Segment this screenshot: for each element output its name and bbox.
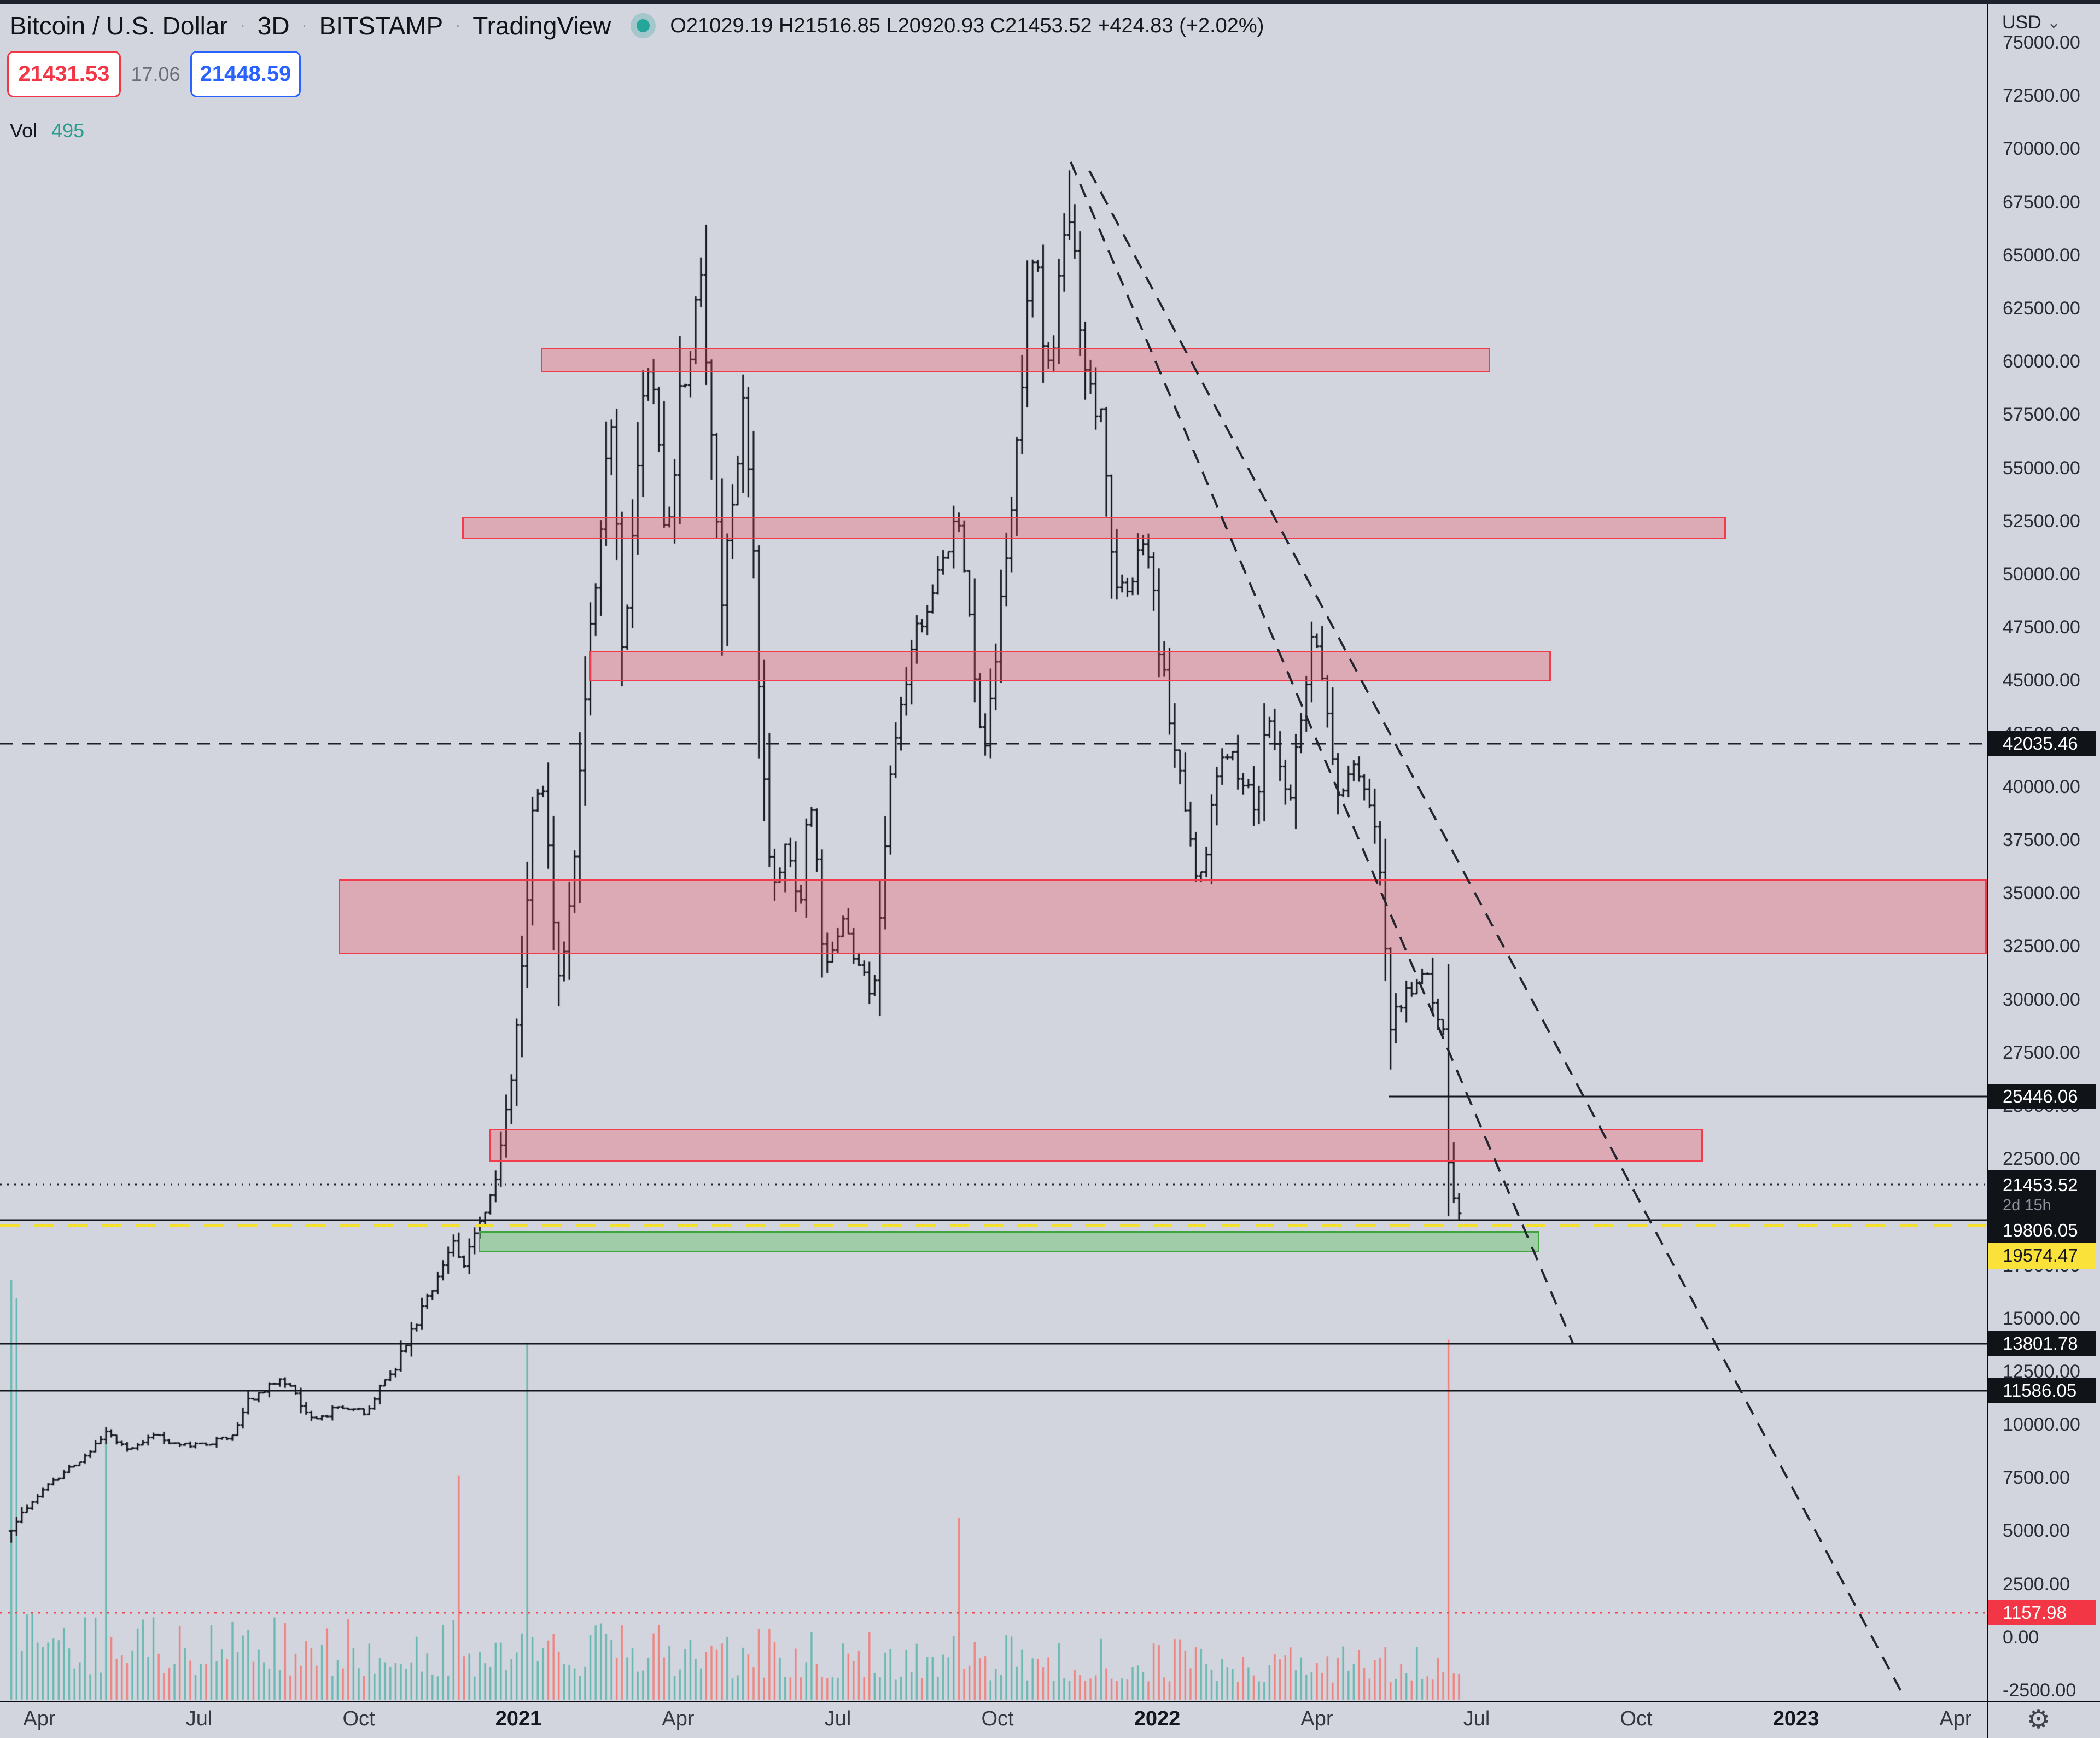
time-axis-panel[interactable]: Apr Jul Oct 2021 Apr Jul Oct 2022 Apr Jul Oct 2023 A…: [0, 1702, 2100, 1738]
bar-countdown-timer: 2d 15h: [2003, 1197, 2051, 1214]
buy-button[interactable]: 21448.59: [190, 51, 301, 97]
price-tick-label: 2500.00: [2003, 1573, 2070, 1595]
time-tick-year-label: 2023: [1772, 1707, 1819, 1730]
price-label-11586-text: 11586.05: [2003, 1380, 2077, 1401]
time-tick-month-label: Apr: [1939, 1707, 1972, 1730]
price-label-25446-text: 25446.06: [2003, 1086, 2078, 1106]
supply-zone-34000[interactable]: [339, 879, 1987, 954]
price-label-19574: 19574.47: [1988, 1243, 2096, 1269]
time-tick-month-label: Apr: [23, 1707, 56, 1730]
time-tick-month-label: Apr: [662, 1707, 695, 1730]
symbol-name[interactable]: Bitcoin / U.S. Dollar: [10, 11, 228, 40]
price-tick-label: 52500.00: [2003, 510, 2080, 532]
price-tick-label: 15000.00: [2003, 1308, 2080, 1329]
price-tick-label: 35000.00: [2003, 883, 2080, 904]
price-tick-label: 32500.00: [2003, 936, 2080, 957]
market-status-dot-core: [637, 19, 650, 32]
price-axis-separator: [1987, 4, 1988, 1738]
volume-value: 495: [51, 119, 85, 142]
supply-zone-60000[interactable]: [541, 348, 1490, 372]
interval-label[interactable]: 3D: [257, 11, 290, 40]
price-tick-label: 70000.00: [2003, 138, 2080, 160]
order-buttons-row: 21431.53 17.06 21448.59: [7, 51, 301, 97]
volume-label[interactable]: Vol: [10, 119, 38, 142]
price-tick-label: 7500.00: [2003, 1467, 2070, 1489]
price-tick-label: 22500.00: [2003, 1148, 2080, 1170]
price-axis-panel[interactable]: 75000.00 72500.00 70000.00 67500.00 65000.00…: [1988, 4, 2100, 1701]
supply-zone-23000[interactable]: [489, 1129, 1703, 1162]
price-tick-label: 37500.00: [2003, 829, 2080, 850]
price-label-19806-text: 19806.05: [2003, 1220, 2078, 1240]
price-tick-label: 30000.00: [2003, 989, 2080, 1010]
price-tick-label: -2500.00: [2003, 1680, 2076, 1701]
chart-legend: Bitcoin / U.S. Dollar · 3D · BITSTAMP · …: [10, 11, 1264, 40]
ohlc-values: O21029.19 H21516.85 L20920.93 C21453.52 …: [670, 14, 1264, 37]
current-price-label: 21453.52 2d 15h: [1988, 1170, 2096, 1218]
price-tick-label: 27500.00: [2003, 1042, 2080, 1063]
demand-zone-18600[interactable]: [479, 1231, 1539, 1252]
price-tick-label: 60000.00: [2003, 351, 2080, 372]
price-label-13801-text: 13801.78: [2003, 1333, 2078, 1354]
price-chart-canvas[interactable]: [0, 4, 1987, 1701]
currency-label: USD: [2002, 12, 2041, 33]
time-tick-month-label: Oct: [981, 1707, 1014, 1730]
price-tick-label: 75000.00: [2003, 32, 2080, 53]
tradingview-brand-label[interactable]: TradingView: [472, 11, 611, 40]
time-tick-year-label: 2022: [1134, 1707, 1181, 1730]
trendline-steep[interactable]: [1070, 161, 1574, 1344]
price-label-1157: 1157.98: [1988, 1600, 2096, 1625]
price-label-1157-text: 1157.98: [2003, 1602, 2067, 1623]
price-tick-label: 47500.00: [2003, 617, 2080, 638]
price-label-42035: 42035.46: [1988, 731, 2096, 756]
price-tick-label: 5000.00: [2003, 1520, 2070, 1542]
exchange-label[interactable]: BITSTAMP: [319, 11, 444, 40]
time-tick-month-label: Jul: [185, 1707, 213, 1730]
price-label-25446: 25446.06: [1988, 1084, 2096, 1109]
price-tick-label: 62500.00: [2003, 298, 2080, 319]
spread-value: 17.06: [131, 62, 180, 85]
price-tick-label: 45000.00: [2003, 670, 2080, 691]
price-tick-label: 10000.00: [2003, 1414, 2080, 1436]
price-label-11586: 11586.05: [1988, 1378, 2096, 1403]
price-label-13801: 13801.78: [1988, 1331, 2096, 1356]
sell-button[interactable]: 21431.53: [7, 51, 121, 97]
time-tick-month-label: Oct: [342, 1707, 375, 1730]
chevron-down-icon: ⌄: [2046, 13, 2061, 32]
line-drawings-layer: [0, 161, 1987, 1694]
window-top-edge: [0, 0, 2100, 4]
legend-separator-dot: ·: [301, 16, 307, 34]
currency-selector[interactable]: USD ⌄: [2002, 12, 2061, 33]
time-axis-separator: [0, 1701, 2100, 1702]
time-tick-month-label: Jul: [1463, 1707, 1490, 1730]
price-tick-label: 72500.00: [2003, 85, 2080, 107]
supply-zone-45500[interactable]: [589, 651, 1551, 681]
legend-separator-dot: ·: [455, 16, 461, 34]
price-tick-label: 55000.00: [2003, 457, 2080, 479]
price-label-19574-text: 19574.47: [2003, 1245, 2078, 1265]
price-label-19806: 19806.05: [1988, 1218, 2096, 1243]
price-tick-label: 50000.00: [2003, 563, 2080, 585]
current-price-label-text: 21453.52: [2003, 1175, 2078, 1195]
price-tick-label: 40000.00: [2003, 776, 2080, 797]
time-tick-month-label: Apr: [1300, 1707, 1333, 1730]
gear-icon[interactable]: ⚙: [2027, 1705, 2051, 1734]
price-tick-label: 0.00: [2003, 1626, 2039, 1648]
symbol-title-row[interactable]: Bitcoin / U.S. Dollar · 3D · BITSTAMP · …: [10, 11, 611, 40]
price-label-42035-text: 42035.46: [2003, 733, 2078, 754]
trendline-long[interactable]: [1088, 170, 1903, 1694]
time-tick-month-label: Oct: [1620, 1707, 1653, 1730]
price-tick-label: 67500.00: [2003, 191, 2080, 213]
time-tick-month-label: Jul: [824, 1707, 851, 1730]
time-tick-year-label: 2021: [495, 1707, 542, 1730]
market-status-dot-icon[interactable]: [631, 13, 656, 38]
price-tick-label: 65000.00: [2003, 244, 2080, 266]
price-tick-label: 57500.00: [2003, 404, 2080, 425]
legend-separator-dot: ·: [240, 16, 246, 34]
volume-legend-row: Vol 495: [10, 119, 84, 142]
supply-zone-52000[interactable]: [462, 517, 1726, 539]
